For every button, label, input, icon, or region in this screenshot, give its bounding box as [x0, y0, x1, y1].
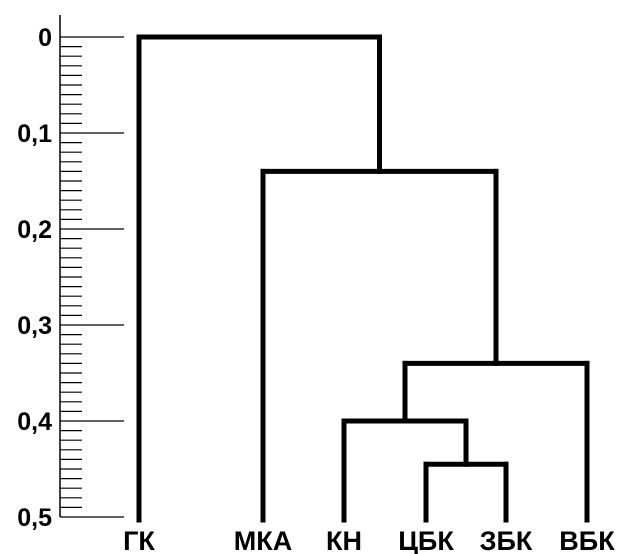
leaf-label: ГК	[123, 526, 155, 554]
leaf-label: ЗБК	[480, 526, 533, 554]
y-tick-label: 0,4	[17, 408, 52, 436]
y-axis: 0 0,1 0,2 0,3 0,4 0,5	[17, 15, 124, 532]
y-tick-label: 0,3	[17, 312, 52, 340]
leaf-label: МКА	[234, 526, 292, 554]
leaf-label: КН	[326, 526, 362, 554]
leaf-label: ЦБК	[398, 526, 454, 554]
leaf-label: ВБК	[559, 526, 615, 554]
y-tick-label: 0,1	[17, 120, 52, 148]
y-tick-label: 0	[38, 24, 52, 52]
y-tick-label: 0,5	[17, 504, 52, 532]
leaf-labels: ГК МКА КН ЦБК ЗБК ВБК	[123, 526, 615, 554]
dendrogram-tree	[136, 34, 590, 523]
y-tick-label: 0,2	[17, 216, 52, 244]
